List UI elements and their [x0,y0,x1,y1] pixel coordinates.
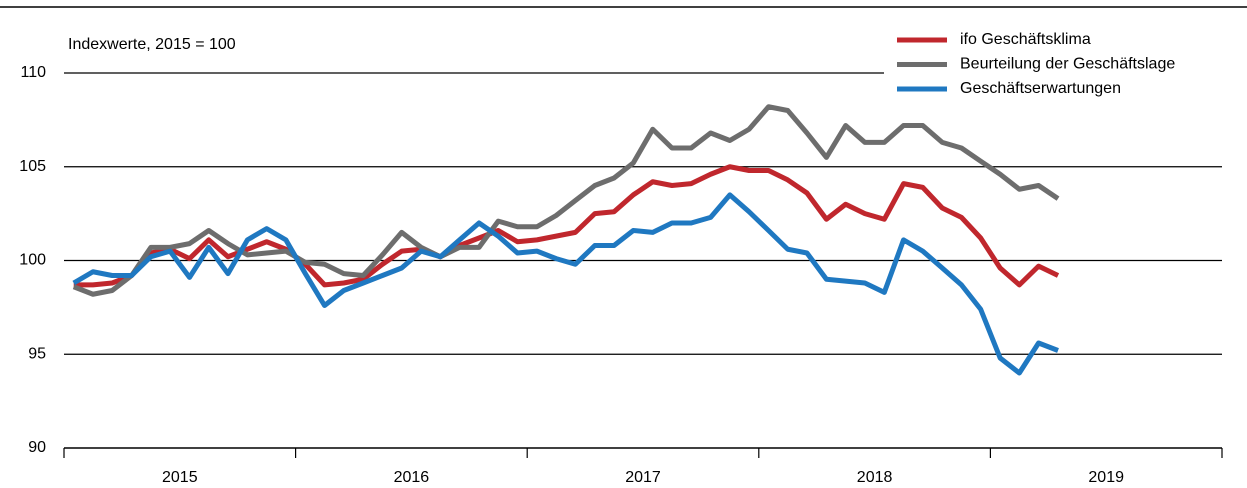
x-tick-label: 2018 [857,469,893,486]
x-tick-label: 2015 [162,469,198,486]
x-tick-label: 2019 [1088,469,1124,486]
x-tick-label: 2016 [394,469,430,486]
y-tick-label: 95 [28,345,46,362]
x-tick-label: 2017 [625,469,661,486]
legend-label: ifo Geschäftsklima [960,31,1091,48]
y-tick-label: 105 [19,158,46,175]
annotation: Indexwerte, 2015 = 100 [68,36,236,53]
y-tick-label: 90 [28,439,46,456]
legend-label: Beurteilung der Geschäftslage [960,56,1175,73]
series-line [72,192,1059,376]
y-tick-label: 110 [20,64,46,81]
legend-label: Geschäftserwartungen [960,80,1121,97]
y-tick-label: 100 [19,252,46,269]
series-line [72,104,1060,297]
